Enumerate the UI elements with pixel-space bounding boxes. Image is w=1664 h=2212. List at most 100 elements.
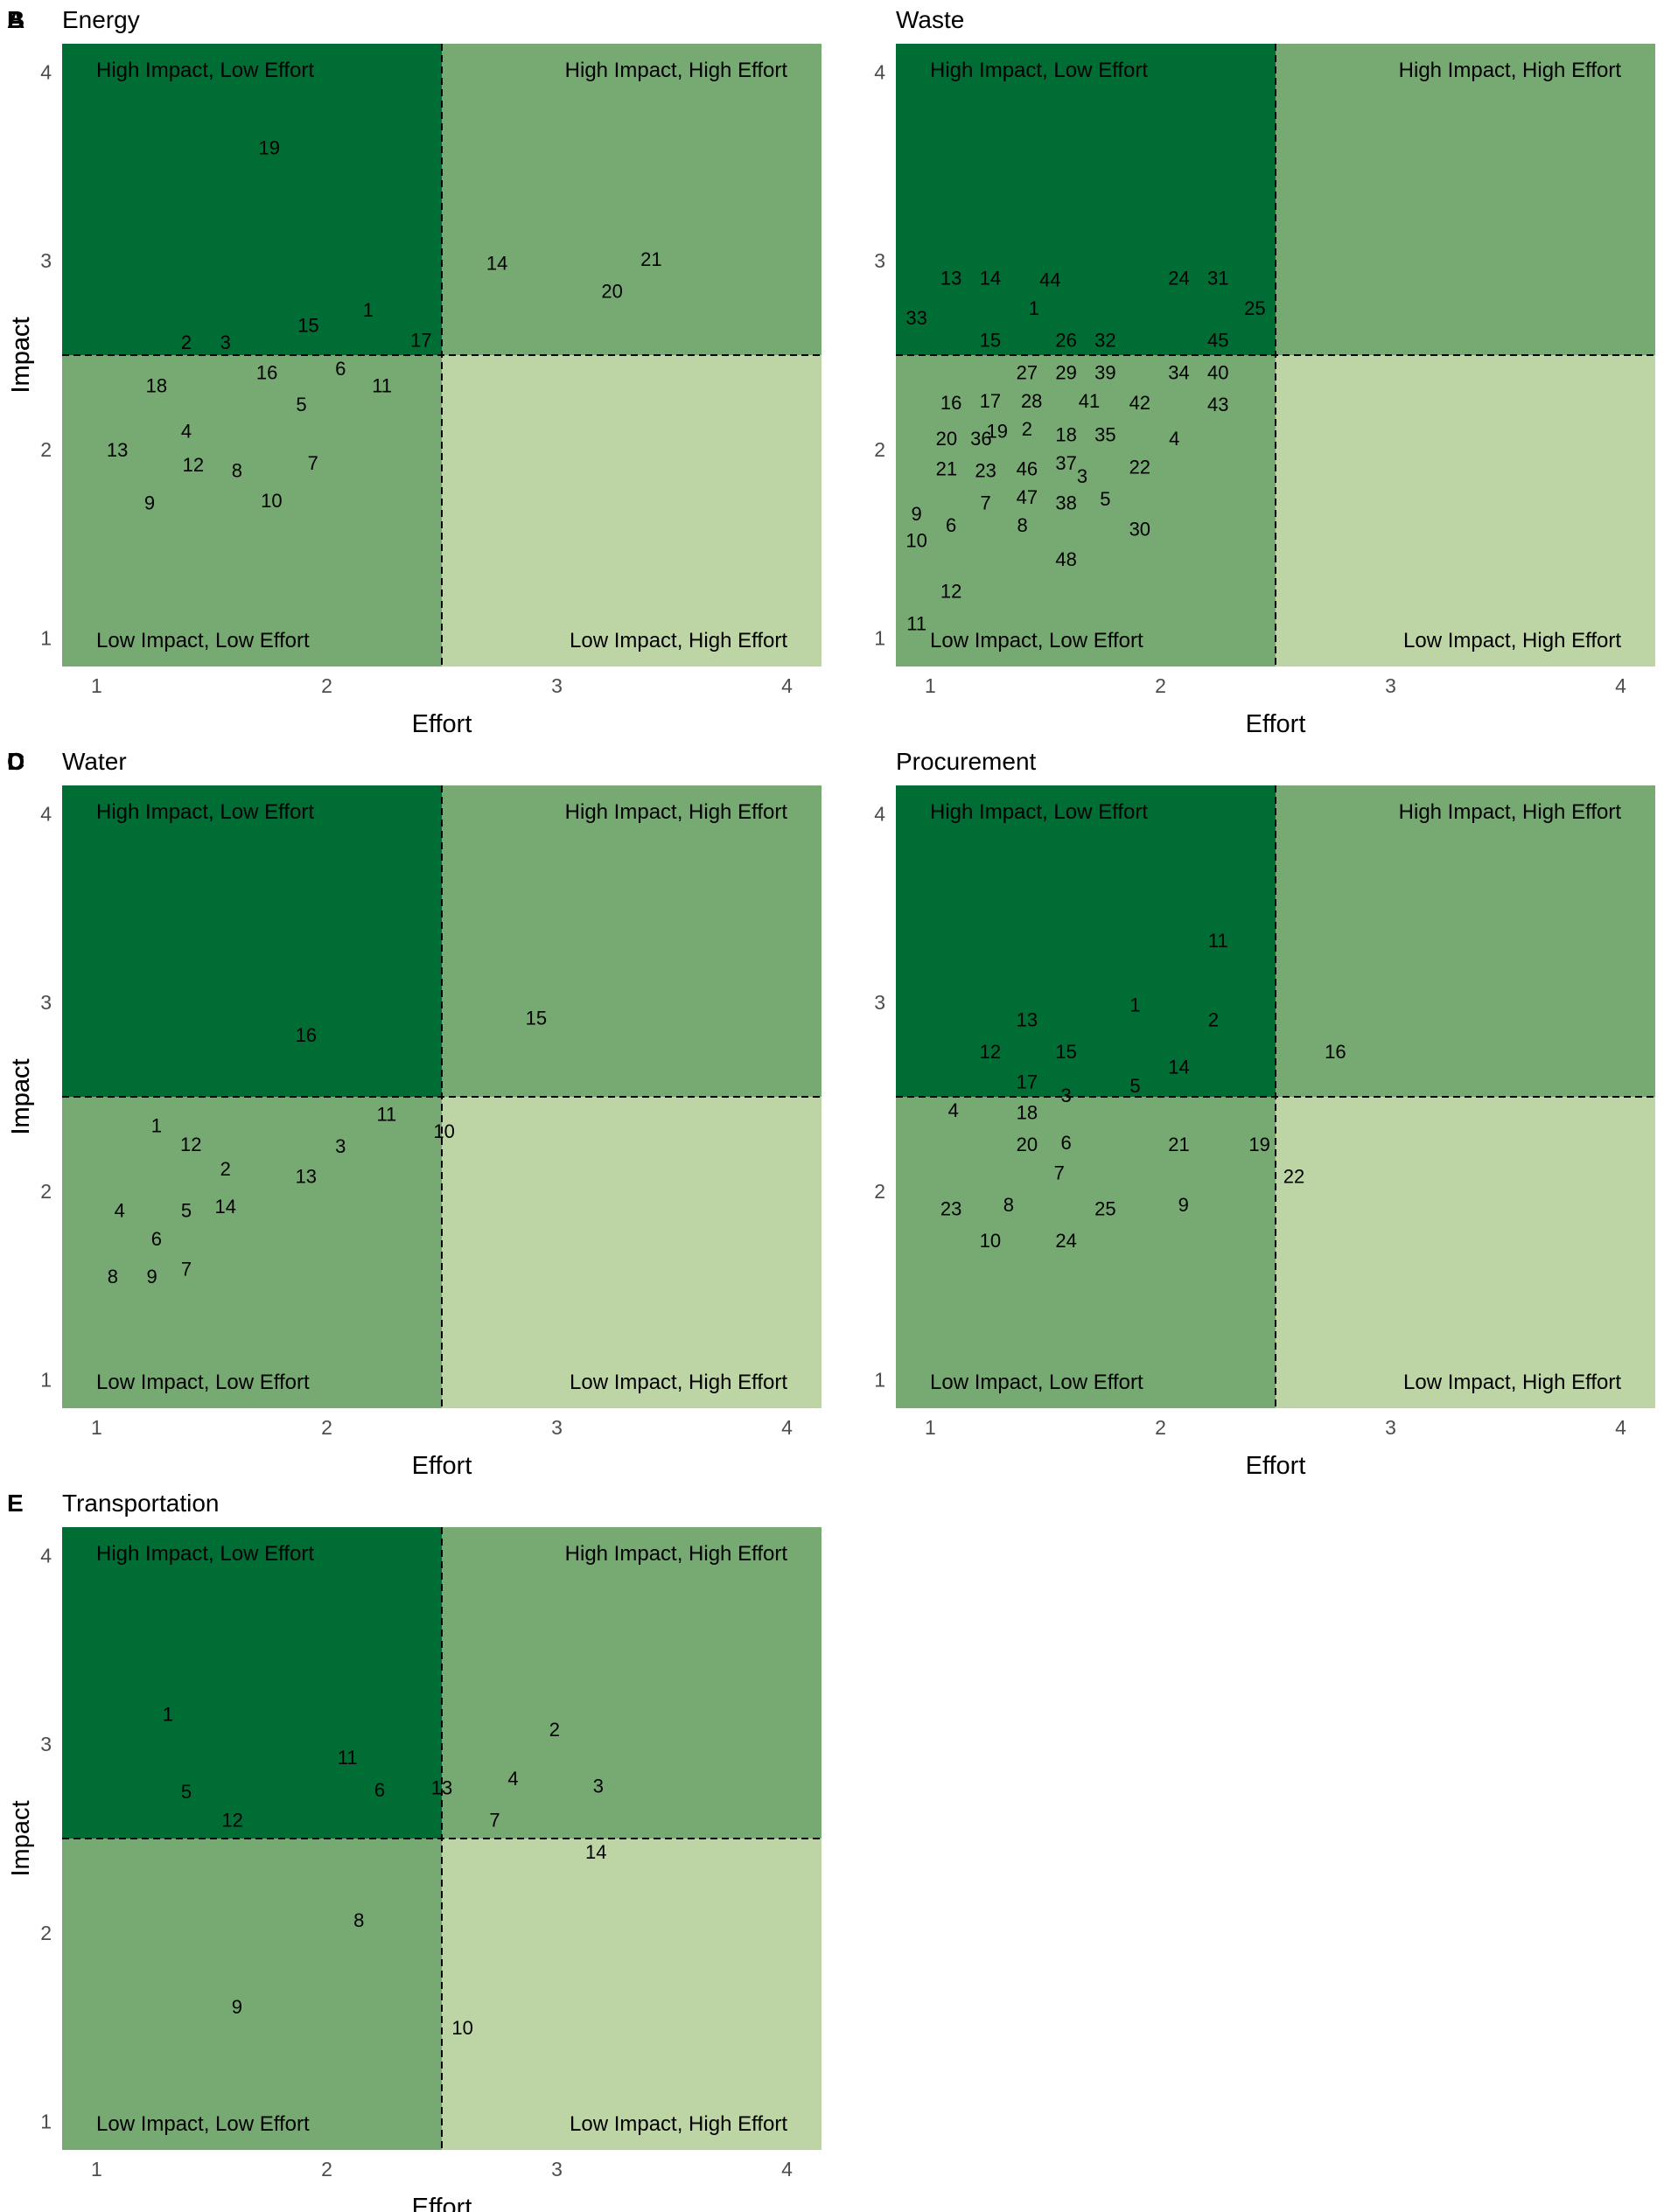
point-label-a-7: 7	[308, 452, 318, 474]
x-tick-label: 1	[925, 1416, 936, 1439]
point-label-c-4: 4	[115, 1199, 125, 1221]
point-label-a-5: 5	[296, 394, 306, 415]
point-label-a-4: 4	[181, 420, 192, 442]
x-axis-title: Effort	[1246, 1452, 1306, 1480]
panel-letter: A	[7, 6, 24, 33]
x-tick-label: 3	[1385, 1416, 1396, 1439]
panel-letter: E	[7, 1490, 24, 1517]
x-tick-label: 2	[321, 674, 332, 697]
panel-letter: D	[7, 748, 24, 775]
point-label-d-11: 11	[1208, 930, 1228, 952]
quadrant-label-low-impact-low-effort: Low Impact, Low Effort	[96, 629, 310, 652]
quadrant-low-impact-low-effort	[62, 1839, 442, 2150]
quadrant-label-high-impact-high-effort: High Impact, High Effort	[565, 59, 788, 82]
point-label-c-16: 16	[296, 1024, 317, 1046]
point-label-a-20: 20	[601, 281, 622, 303]
point-label-a-9: 9	[144, 492, 155, 513]
y-tick-label: 2	[40, 438, 52, 461]
point-label-b-8: 8	[1017, 514, 1028, 536]
point-label-d-13: 13	[1017, 1009, 1038, 1031]
point-label-e-1: 1	[163, 1704, 173, 1726]
point-label-a-6: 6	[335, 358, 346, 380]
point-label-c-11: 11	[376, 1103, 396, 1125]
panel-letter: C	[7, 748, 24, 775]
point-label-b-11: 11	[906, 612, 926, 634]
point-label-c-7: 7	[181, 1258, 192, 1280]
point-label-d-6: 6	[1061, 1132, 1072, 1154]
point-label-d-10: 10	[980, 1230, 1001, 1252]
quadrant-label-high-impact-high-effort: High Impact, High Effort	[565, 800, 788, 824]
point-label-b-28: 28	[1021, 390, 1042, 412]
point-label-b-13: 13	[940, 268, 961, 290]
y-axis-title: Impact	[7, 1800, 35, 1876]
x-tick-label: 4	[781, 2158, 793, 2181]
point-label-d-22: 22	[1283, 1166, 1304, 1188]
x-tick-label: 4	[781, 674, 793, 697]
y-tick-label: 1	[40, 2111, 52, 2133]
quadrant-low-impact-low-effort	[62, 355, 442, 666]
x-axis-title: Effort	[412, 2194, 472, 2212]
point-label-b-20: 20	[936, 428, 957, 450]
point-label-d-20: 20	[1017, 1134, 1038, 1155]
point-label-e-13: 13	[431, 1777, 452, 1799]
point-label-b-26: 26	[1055, 330, 1076, 352]
point-label-a-18: 18	[146, 375, 167, 397]
point-label-e-10: 10	[451, 2017, 472, 2039]
quadrant-label-low-impact-high-effort: Low Impact, High Effort	[570, 2112, 787, 2136]
quadrant-high-impact-high-effort	[1276, 44, 1655, 355]
point-label-d-8: 8	[1003, 1194, 1014, 1216]
quadrant-label-high-impact-high-effort: High Impact, High Effort	[1399, 800, 1622, 824]
point-label-b-31: 31	[1207, 268, 1228, 290]
y-tick-label: 3	[40, 249, 52, 272]
point-label-a-1: 1	[363, 299, 374, 321]
point-label-a-13: 13	[107, 439, 128, 461]
panel-title: Waste	[896, 6, 964, 33]
point-label-c-1: 1	[151, 1114, 162, 1136]
quadrant-label-high-impact-low-effort: High Impact, Low Effort	[96, 1542, 314, 1566]
point-label-b-40: 40	[1207, 361, 1228, 383]
point-label-d-16: 16	[1325, 1041, 1346, 1063]
point-label-e-8: 8	[353, 1909, 364, 1931]
point-label-d-2: 2	[1208, 1009, 1219, 1031]
point-label-b-19: 19	[986, 420, 1007, 442]
point-label-e-2: 2	[549, 1719, 560, 1741]
quadrant-high-impact-low-effort	[896, 785, 1276, 1097]
point-label-b-5: 5	[1100, 488, 1110, 510]
point-label-d-25: 25	[1094, 1197, 1115, 1219]
y-tick-label: 4	[40, 802, 52, 825]
point-label-a-15: 15	[297, 314, 318, 336]
point-label-b-9: 9	[912, 503, 922, 525]
y-axis-title: Impact	[7, 317, 35, 393]
panel-d: High Impact, Low Effort High Impact, High…	[7, 748, 1655, 1480]
quadrant-label-low-impact-high-effort: Low Impact, High Effort	[570, 1371, 787, 1394]
point-label-b-16: 16	[940, 392, 961, 414]
quadrant-high-impact-low-effort	[896, 44, 1276, 355]
quadrant-label-high-impact-low-effort: High Impact, Low Effort	[96, 800, 314, 824]
point-label-b-35: 35	[1094, 424, 1115, 446]
point-label-b-27: 27	[1017, 361, 1038, 383]
y-tick-label: 1	[40, 1369, 52, 1392]
x-tick-label: 2	[1155, 674, 1166, 697]
quadrant-high-impact-high-effort	[442, 1527, 822, 1839]
point-label-e-6: 6	[374, 1779, 385, 1801]
point-label-d-23: 23	[940, 1197, 961, 1219]
point-label-d-7: 7	[1054, 1162, 1065, 1183]
quadrant-low-impact-high-effort	[442, 355, 822, 666]
point-label-a-2: 2	[181, 331, 192, 353]
point-label-b-38: 38	[1055, 492, 1076, 513]
y-tick-label: 2	[874, 1180, 885, 1203]
quadrant-label-low-impact-low-effort: Low Impact, Low Effort	[930, 1371, 1143, 1394]
point-label-c-8: 8	[108, 1266, 118, 1287]
panel-e: High Impact, Low Effort High Impact, High…	[7, 1490, 822, 2212]
point-label-b-4: 4	[1169, 428, 1179, 450]
point-label-d-21: 21	[1168, 1134, 1189, 1155]
point-label-b-46: 46	[1017, 457, 1038, 479]
point-label-b-18: 18	[1055, 424, 1076, 446]
x-tick-label: 1	[925, 674, 936, 697]
quadrant-label-low-impact-high-effort: Low Impact, High Effort	[570, 629, 787, 652]
point-label-b-45: 45	[1207, 330, 1228, 352]
quadrant-high-impact-low-effort	[62, 1527, 442, 1839]
point-label-d-5: 5	[1129, 1075, 1140, 1097]
point-label-a-21: 21	[640, 248, 661, 270]
